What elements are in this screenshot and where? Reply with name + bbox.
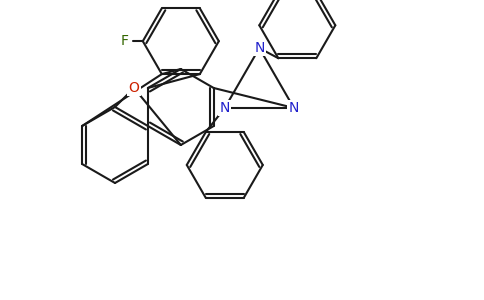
Text: N: N: [220, 101, 230, 115]
Text: N: N: [254, 41, 265, 55]
Text: F: F: [121, 34, 129, 48]
Text: N: N: [288, 101, 299, 115]
Text: O: O: [129, 81, 139, 95]
